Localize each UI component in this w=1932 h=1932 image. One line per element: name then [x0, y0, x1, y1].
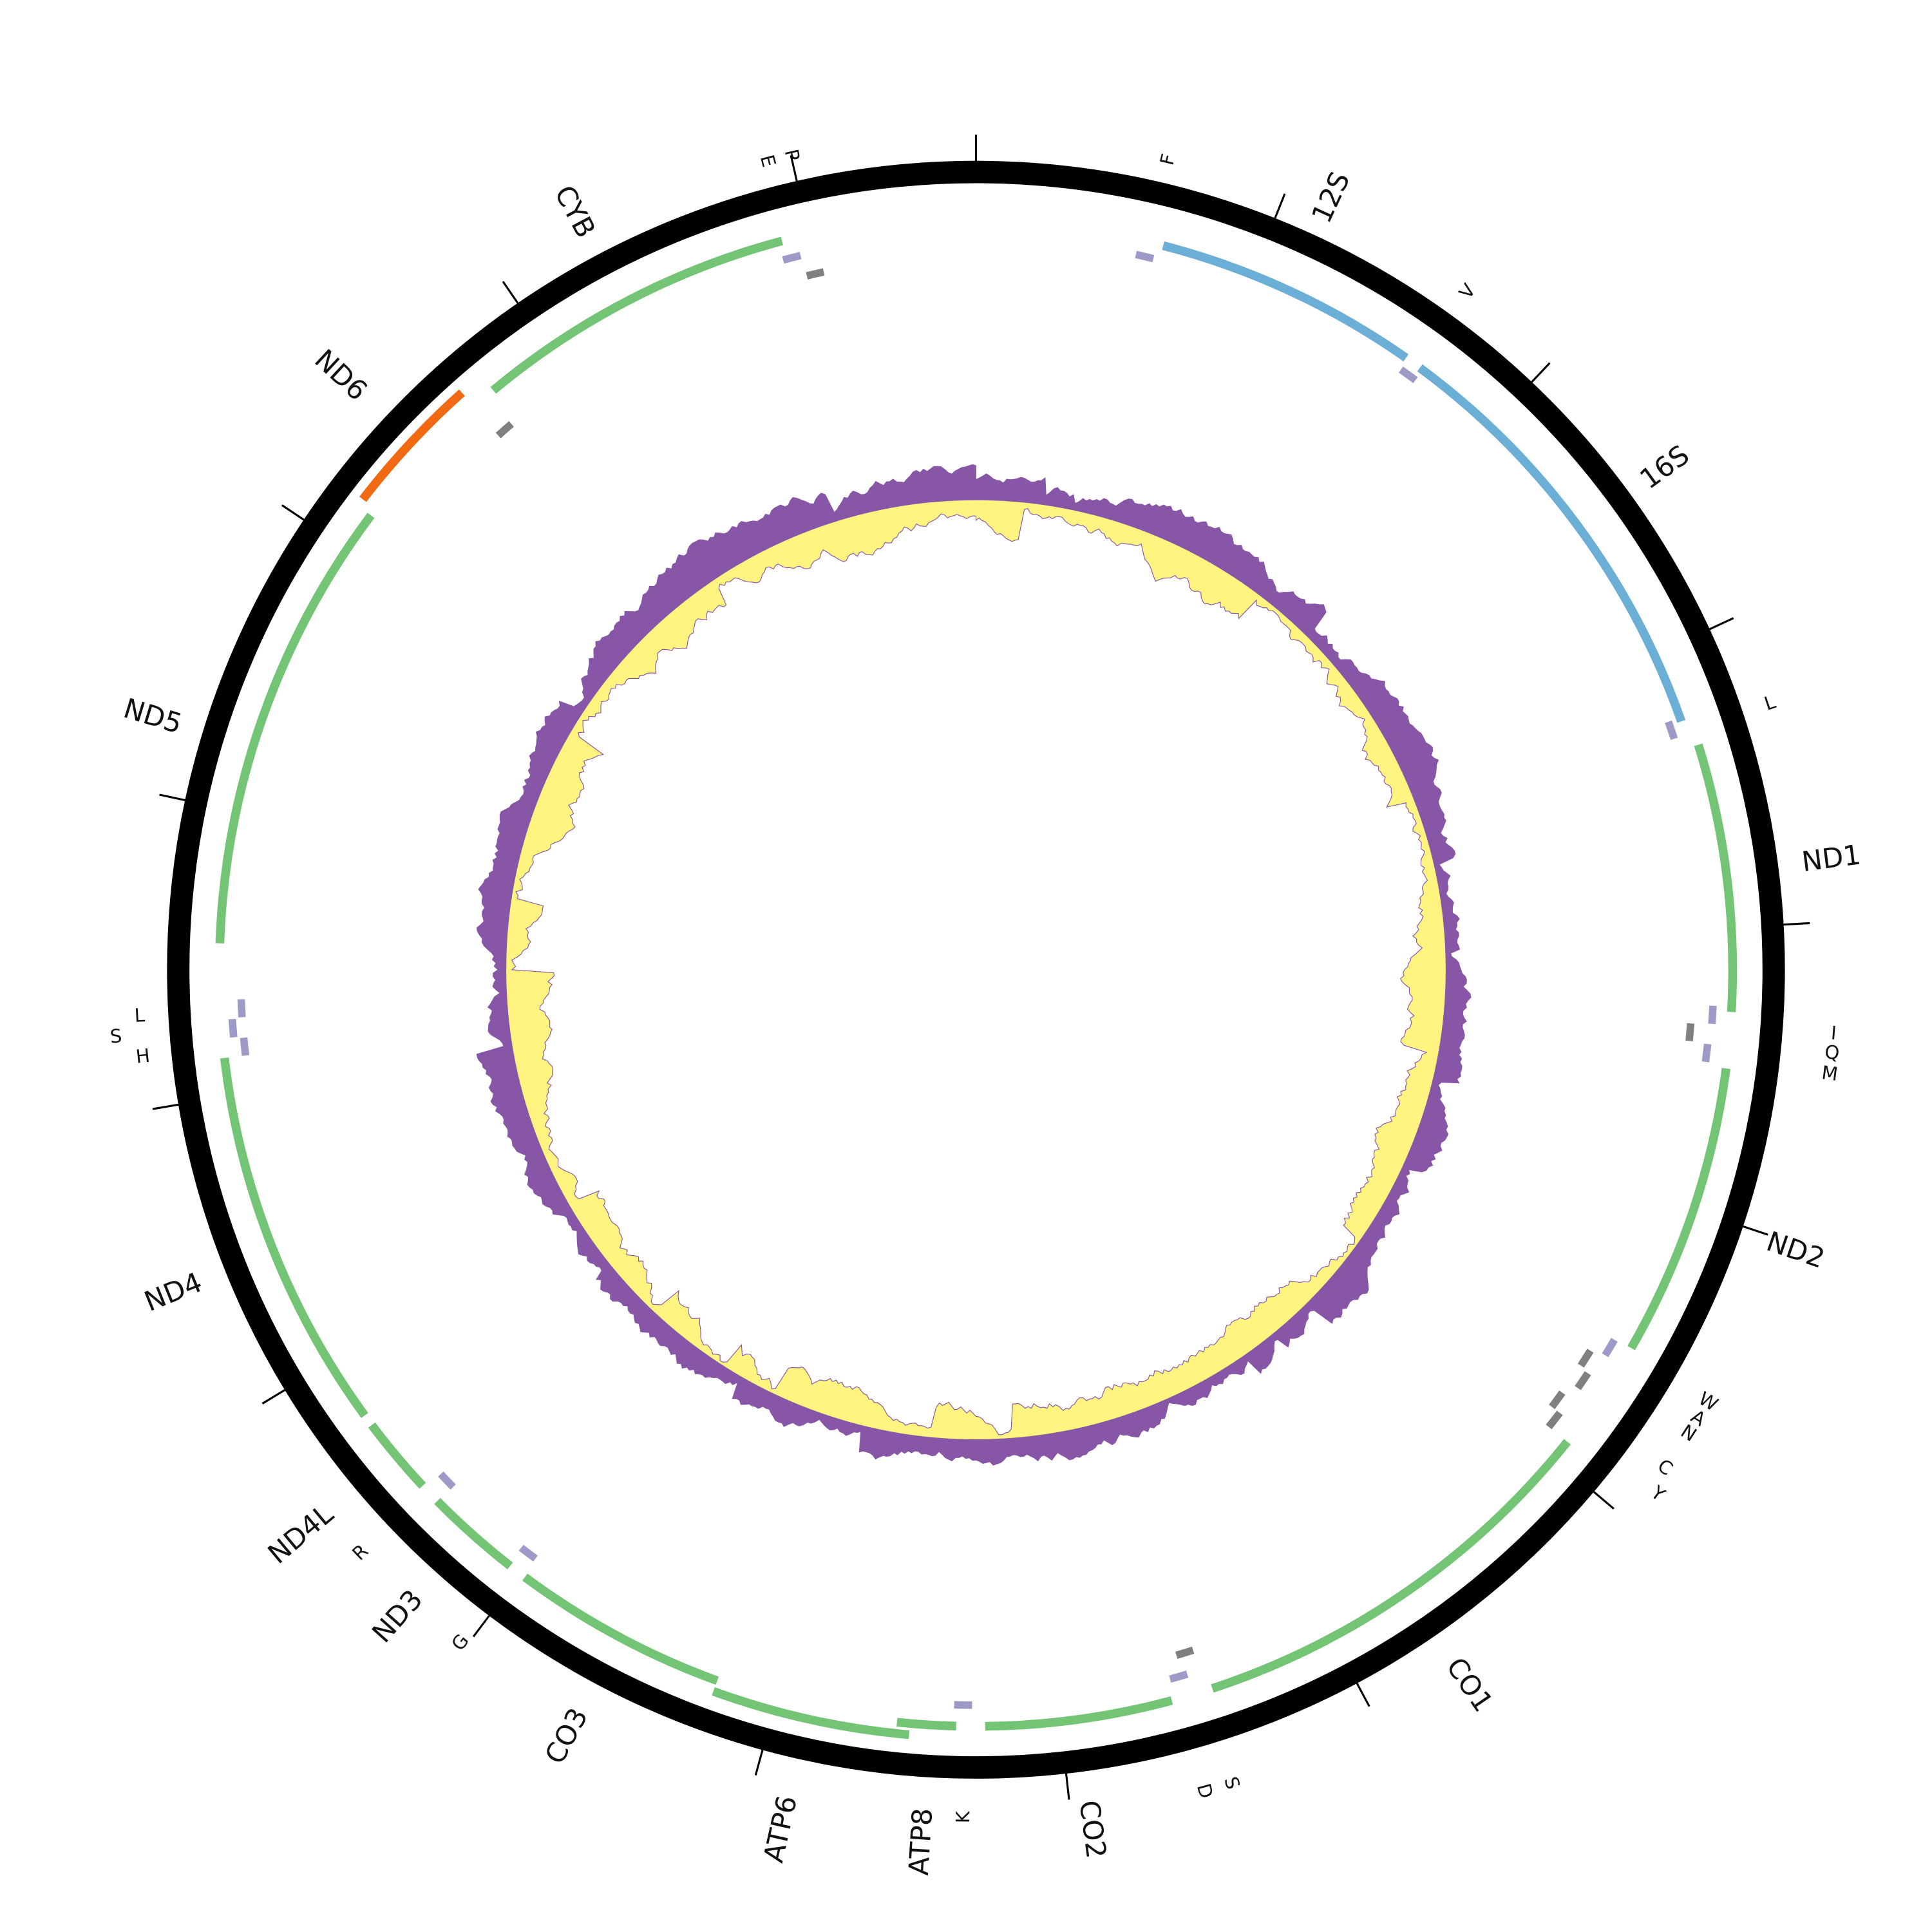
gene-arc [359, 389, 465, 502]
tick [502, 281, 519, 304]
trna-label: V [1455, 279, 1480, 303]
trna-bar [1701, 1043, 1712, 1063]
tick [281, 504, 305, 521]
trna-label: Y [1647, 1481, 1670, 1506]
trna-label: L [1761, 690, 1779, 715]
trna-label: H [135, 1045, 151, 1068]
features [215, 236, 1738, 1739]
tick [261, 1389, 285, 1405]
ticks [152, 135, 1810, 1800]
trna-bar [1546, 1410, 1563, 1430]
trna-label: Q [1824, 1041, 1841, 1064]
gene-arc [522, 1573, 719, 1685]
gene-label: 12S [1305, 167, 1356, 228]
gene-arc [368, 1422, 426, 1489]
trna-label: I [1830, 1022, 1837, 1045]
trna-bar [1135, 251, 1155, 263]
gene-arc [712, 1687, 910, 1739]
gene-label: CO1 [1439, 1652, 1499, 1718]
gene-label: CO3 [539, 1703, 595, 1769]
gene-arc [985, 1696, 1173, 1731]
trna-label: R [348, 1540, 372, 1565]
trna-bar [1575, 1371, 1591, 1390]
gene-label: 16S [1634, 439, 1695, 496]
gene-label: ATP8 [903, 1807, 939, 1876]
trna-bar [782, 252, 802, 264]
trna-bar [1602, 1338, 1618, 1358]
gene-arc [490, 236, 784, 394]
gene-arc [1211, 1439, 1571, 1693]
gene-label: ND3 [366, 1584, 429, 1649]
tick [790, 155, 798, 182]
trna-bar [438, 1471, 456, 1490]
tick [1065, 1773, 1070, 1800]
gene-arc [220, 1057, 368, 1418]
tick [1274, 193, 1286, 219]
trna-bar [1169, 1670, 1189, 1683]
gene-label: ND4L [262, 1498, 340, 1571]
trna-label: D [1193, 1781, 1218, 1801]
trna-label: C [1654, 1455, 1677, 1480]
tick [1356, 1683, 1370, 1707]
trna-bar [1665, 720, 1678, 740]
skew-positive [476, 464, 1472, 1466]
gene-arc [1694, 743, 1738, 1012]
gene-label: ND5 [120, 692, 185, 741]
gc-skew-ring [476, 464, 1472, 1466]
trna-bar [240, 1037, 250, 1056]
trna-label: S [1220, 1774, 1244, 1792]
tick [1593, 1491, 1615, 1510]
trna-bar [1708, 1005, 1717, 1025]
gene-arc [1627, 1068, 1730, 1350]
tick [754, 1750, 764, 1776]
tick [1531, 362, 1551, 383]
gene-arc [434, 1497, 513, 1569]
trna-bar [518, 1544, 538, 1562]
trna-label: E [756, 153, 781, 169]
trna-label: P [781, 147, 804, 163]
gene-arc [1162, 241, 1409, 362]
trna-bar [806, 268, 825, 279]
gene-label: CO2 [1072, 1799, 1112, 1861]
tick [152, 1103, 179, 1110]
trna-bar [1175, 1646, 1195, 1659]
tick [1743, 1225, 1768, 1236]
tick [1783, 922, 1810, 926]
trna-label: K [952, 1810, 974, 1823]
tick [472, 1615, 490, 1638]
gene-label: ATP6 [757, 1793, 804, 1866]
gene-label: CYB [548, 180, 602, 243]
gene-label: ND1 [1800, 839, 1862, 878]
trna-bar [1398, 366, 1418, 383]
gene-label: ND4 [140, 1266, 207, 1318]
trna-bar [1577, 1349, 1594, 1368]
trna-bar [1685, 1023, 1695, 1041]
gene-arc [896, 1718, 956, 1731]
trna-label: G [447, 1630, 473, 1655]
skew-negative [506, 499, 1446, 1441]
gene-label: ND2 [1763, 1226, 1829, 1275]
tick [159, 793, 185, 802]
gene-label: ND6 [308, 343, 374, 407]
trna-bar [495, 421, 514, 439]
trna-bar [1549, 1390, 1566, 1410]
genome-ring [167, 160, 1785, 1779]
trna-label: S [109, 1025, 123, 1047]
trna-label: F [1156, 152, 1180, 167]
trna-label: M [1821, 1061, 1839, 1085]
tick [1709, 617, 1734, 630]
labels: 12S 16S ND1 ND2 CO1 CO2 ATP8 ATP6 CO3 ND3 ND4L ND4 N… [109, 147, 1863, 1876]
gene-arc [215, 513, 375, 944]
gene-arc [1417, 364, 1686, 723]
trna-bar [228, 1019, 238, 1038]
trna-label: L [134, 1004, 146, 1027]
